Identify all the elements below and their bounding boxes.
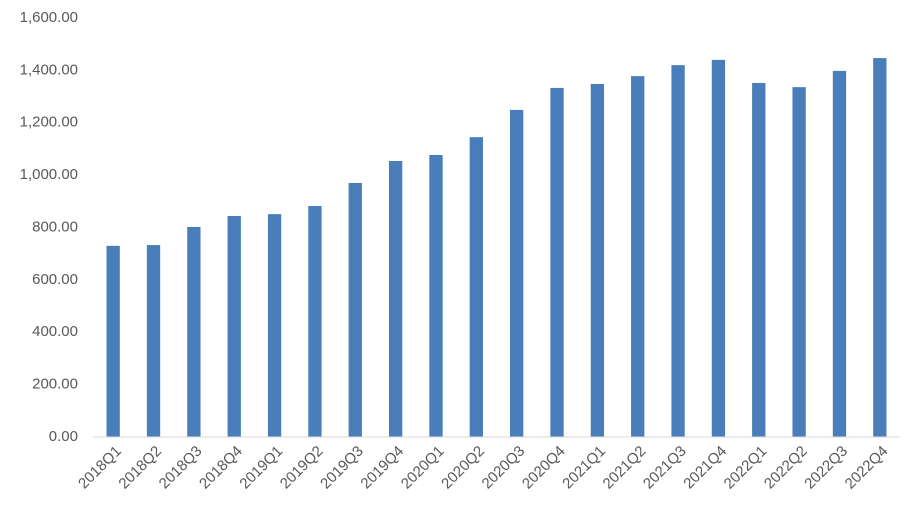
y-tick-label: 1,200.00 bbox=[20, 114, 78, 131]
x-tick-label: 2021Q2 bbox=[600, 443, 650, 493]
bar bbox=[267, 214, 282, 437]
bar bbox=[106, 245, 120, 437]
bar bbox=[631, 76, 645, 437]
x-tick-label: 2019Q3 bbox=[317, 443, 367, 493]
y-tick-label: 800.00 bbox=[32, 218, 78, 235]
bar bbox=[227, 215, 241, 437]
y-tick-label: 0.00 bbox=[49, 428, 78, 445]
x-tick-label: 2022Q4 bbox=[842, 443, 892, 493]
x-tick-label: 2020Q3 bbox=[479, 443, 529, 493]
bar bbox=[429, 154, 443, 437]
x-tick-label: 2018Q4 bbox=[196, 443, 246, 493]
bar bbox=[752, 82, 766, 437]
bar bbox=[832, 70, 847, 438]
x-tick-label: 2018Q3 bbox=[156, 443, 206, 493]
bar bbox=[308, 206, 322, 437]
x-tick-label: 2021Q3 bbox=[640, 443, 690, 493]
bar bbox=[469, 137, 483, 437]
x-tick-label: 2020Q2 bbox=[438, 443, 488, 493]
bar bbox=[187, 226, 201, 437]
x-tick-label: 2021Q4 bbox=[680, 443, 730, 493]
bar bbox=[146, 245, 161, 437]
bar bbox=[590, 83, 605, 438]
x-tick-label: 2019Q4 bbox=[357, 443, 407, 493]
x-tick-label: 2022Q3 bbox=[801, 443, 851, 493]
x-tick-label: 2018Q1 bbox=[75, 443, 125, 493]
x-tick-label: 2018Q2 bbox=[115, 443, 165, 493]
x-tick-label: 2022Q1 bbox=[721, 443, 771, 493]
y-tick-label: 400.00 bbox=[32, 323, 78, 340]
bar bbox=[510, 109, 524, 437]
x-tick-label: 2021Q1 bbox=[559, 443, 609, 493]
y-tick-label: 1,600.00 bbox=[20, 9, 78, 26]
x-tick-label: 2019Q2 bbox=[277, 443, 327, 493]
x-tick-label: 2022Q2 bbox=[761, 443, 811, 493]
y-tick-label: 1,000.00 bbox=[20, 166, 78, 183]
bar bbox=[671, 65, 685, 437]
y-tick-label: 1,400.00 bbox=[20, 61, 78, 78]
bar bbox=[550, 87, 564, 437]
bar bbox=[711, 59, 726, 438]
bar bbox=[873, 58, 887, 438]
x-tick-label: 2020Q4 bbox=[519, 443, 569, 493]
bar bbox=[388, 160, 403, 437]
bar bbox=[348, 182, 362, 437]
y-tick-label: 600.00 bbox=[32, 271, 78, 288]
y-tick-label: 200.00 bbox=[32, 376, 78, 393]
x-tick-label: 2020Q1 bbox=[398, 443, 448, 493]
x-tick-label: 2019Q1 bbox=[236, 443, 286, 493]
bar bbox=[792, 87, 806, 437]
